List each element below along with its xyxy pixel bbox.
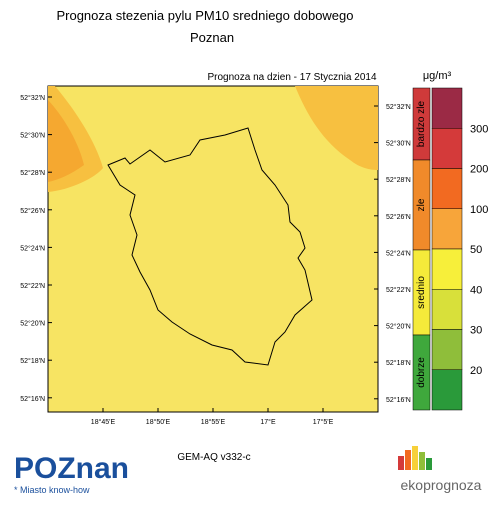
- lat-label-right: 52°18'N: [386, 359, 411, 367]
- date-label: Prognoza na dzien - 17 Stycznia 2014: [208, 72, 377, 83]
- class-label: srednio: [416, 276, 427, 309]
- level-band: [431, 87, 463, 129]
- class-label: bardzo zle: [416, 100, 427, 147]
- lon-label: 18°55'E: [201, 418, 226, 426]
- lat-label-left: 52°22'N: [20, 282, 45, 290]
- slogan: * Miasto know-how: [14, 485, 90, 495]
- legend: bardzo zle zle srednio dobrze 300 200 100 50 40 3…: [412, 87, 488, 411]
- subtitle: Poznan: [190, 30, 234, 45]
- legend-tick: 30: [470, 325, 482, 337]
- level-band: [431, 329, 463, 370]
- lat-label-right: 52°28'N: [386, 176, 411, 184]
- orange-area: [48, 100, 84, 182]
- level-band: [431, 248, 463, 290]
- city-boundary: [107, 127, 313, 366]
- brand: ekoprognoza: [401, 477, 482, 493]
- lat-label-left: 52°28'N: [20, 169, 45, 177]
- lat-label-right: 52°26'N: [386, 213, 411, 221]
- level-band: [431, 369, 463, 411]
- lat-label-left: 52°20'N: [20, 320, 45, 328]
- lat-label-right: 52°30'N: [386, 140, 411, 148]
- lat-label-left: 52°26'N: [20, 207, 45, 215]
- class-band: [412, 334, 431, 411]
- lat-label-right: 52°24'N: [386, 249, 411, 257]
- eko-icon: [398, 446, 432, 470]
- map-frame: [47, 85, 379, 413]
- lat-label-left: 52°16'N: [20, 395, 45, 403]
- legend-tick: 50: [470, 244, 482, 256]
- level-band: [431, 128, 463, 169]
- unit: μg/m³: [423, 70, 452, 82]
- logo: POZnan: [14, 452, 129, 485]
- legend-tick: 300: [470, 123, 488, 135]
- legend-tick: 40: [470, 284, 482, 296]
- lon-label: 17°E: [260, 418, 276, 426]
- lat-label-left: 52°30'N: [20, 132, 45, 140]
- lat-label-right: 52°32'N: [386, 103, 411, 111]
- lat-label-left: 52°24'N: [20, 244, 45, 252]
- lat-label-right: 52°20'N: [386, 323, 411, 331]
- level-band: [431, 208, 463, 250]
- class-label: dobrze: [416, 357, 427, 388]
- class-label: zle: [416, 198, 427, 211]
- level-band: [431, 168, 463, 209]
- model-label: GEM-AQ v332-c: [177, 452, 250, 463]
- legend-tick: 20: [470, 365, 482, 377]
- lat-label-left: 52°32'N: [20, 94, 45, 102]
- lon-label: 17°5'E: [313, 418, 334, 426]
- map: [47, 85, 379, 413]
- lat-label-left: 52°18'N: [20, 357, 45, 365]
- legend-tick: 200: [470, 164, 488, 176]
- legend-tick: 100: [470, 204, 488, 216]
- lon-label: 18°50'E: [146, 418, 171, 426]
- lat-label-right: 52°16'N: [386, 396, 411, 404]
- title: Prognoza stezenia pylu PM10 sredniego do…: [56, 8, 353, 23]
- lat-label-right: 52°22'N: [386, 286, 411, 294]
- orange-area: [295, 86, 378, 170]
- level-band: [431, 289, 463, 330]
- lon-label: 18°45'E: [91, 418, 116, 426]
